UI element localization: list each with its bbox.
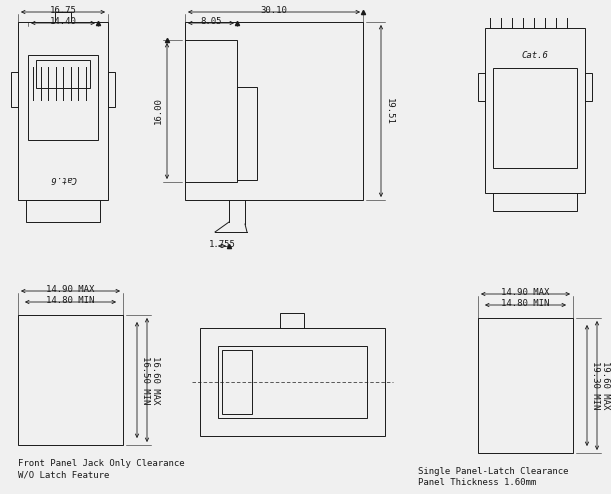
- Bar: [493, 68, 577, 168]
- Bar: [218, 346, 367, 418]
- Text: 14.80 MIN: 14.80 MIN: [501, 299, 550, 308]
- Text: 16.60 MAX: 16.60 MAX: [151, 356, 160, 404]
- Bar: [18, 22, 108, 200]
- Bar: [11, 72, 18, 107]
- Text: 14.80 MIN: 14.80 MIN: [46, 296, 95, 305]
- Text: 19.30 MIN: 19.30 MIN: [591, 361, 600, 410]
- Bar: [28, 55, 98, 140]
- Bar: [55, 12, 71, 22]
- Text: 14.90 MAX: 14.90 MAX: [46, 285, 95, 294]
- Bar: [478, 73, 485, 101]
- Text: W/O Latch Feature: W/O Latch Feature: [18, 470, 109, 479]
- Text: 16.50 MIN: 16.50 MIN: [141, 356, 150, 404]
- Text: Cat.6: Cat.6: [49, 173, 76, 182]
- Bar: [185, 40, 237, 182]
- Text: 16.00: 16.00: [154, 97, 163, 124]
- Text: Panel Thickness 1.60mm: Panel Thickness 1.60mm: [418, 478, 536, 487]
- Text: Front Panel Jack Only Clearance: Front Panel Jack Only Clearance: [18, 459, 185, 468]
- Text: 19.51: 19.51: [385, 97, 394, 124]
- Text: 19.60 MAX: 19.60 MAX: [601, 361, 610, 410]
- Bar: [108, 72, 115, 107]
- Text: 16.75: 16.75: [49, 6, 76, 15]
- Bar: [222, 350, 252, 414]
- Text: Cat.6: Cat.6: [522, 51, 549, 60]
- Bar: [26, 200, 100, 222]
- Text: 1.755: 1.755: [208, 240, 235, 249]
- Text: 14.40: 14.40: [49, 17, 76, 26]
- Bar: [200, 328, 385, 436]
- Bar: [237, 87, 257, 180]
- Text: 30.10: 30.10: [260, 6, 287, 15]
- Text: 8.05: 8.05: [200, 17, 222, 26]
- Bar: [478, 318, 573, 453]
- Bar: [280, 313, 304, 328]
- Bar: [185, 22, 363, 200]
- Bar: [36, 60, 90, 88]
- Text: 14.90 MAX: 14.90 MAX: [501, 288, 550, 297]
- Bar: [485, 28, 585, 193]
- Bar: [18, 315, 123, 445]
- Bar: [585, 73, 592, 101]
- Text: Single Panel-Latch Clearance: Single Panel-Latch Clearance: [418, 467, 568, 476]
- Bar: [493, 193, 577, 211]
